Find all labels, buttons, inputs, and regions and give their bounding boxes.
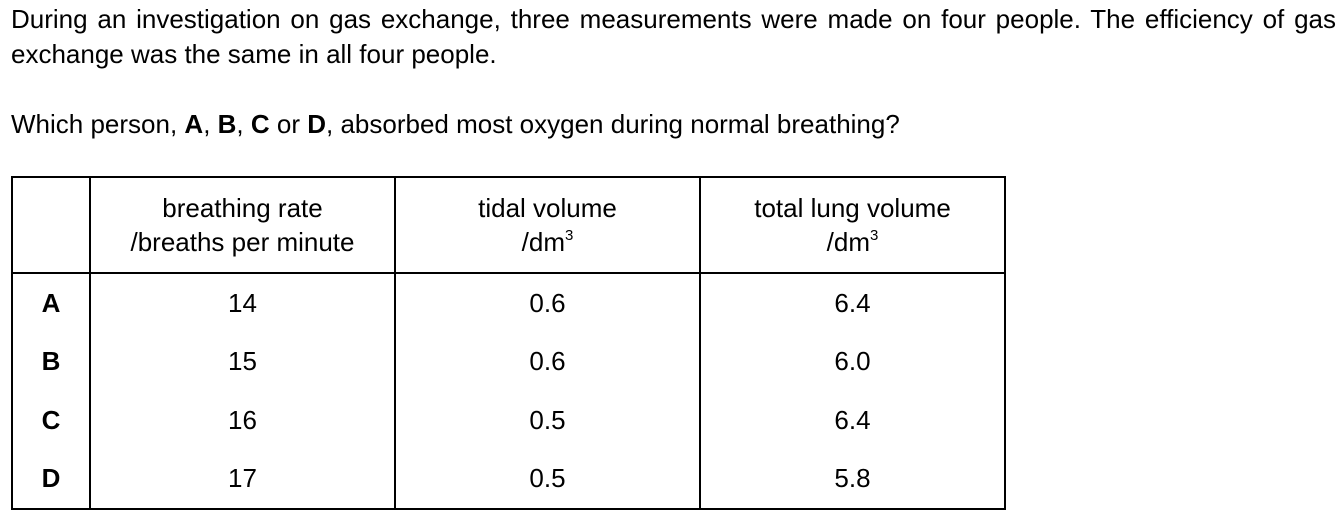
cell-tidal-volume: 0.6	[394, 273, 701, 333]
option-b-label: B	[217, 109, 237, 139]
header-line: tidal volume	[478, 193, 617, 223]
question-separator: ,	[236, 109, 251, 139]
header-line: breathing rate	[162, 193, 323, 223]
intro-text: During an investigation on gas exchange,…	[11, 4, 1336, 69]
row-label: A	[11, 273, 91, 333]
cell-total-lung-volume: 6.4	[699, 273, 1006, 333]
option-d-label: D	[307, 109, 327, 139]
question-suffix: , absorbed most oxygen during normal bre…	[326, 109, 900, 139]
header-unit-line: /dm3	[396, 225, 699, 259]
header-breathing-rate: breathing rate /breaths per minute	[89, 176, 396, 274]
question-separator: or	[269, 109, 308, 139]
header-unit: /dm	[826, 227, 870, 257]
header-total-lung-volume: total lung volume /dm3	[699, 176, 1006, 274]
table-row: A 14 0.6 6.4	[11, 273, 1006, 333]
row-label: C	[11, 391, 91, 450]
cell-tidal-volume: 0.5	[394, 449, 701, 510]
header-person	[11, 176, 91, 274]
cell-breathing-rate: 14	[89, 273, 396, 333]
option-a-label: A	[184, 109, 204, 139]
cell-total-lung-volume: 6.4	[699, 391, 1006, 450]
question-separator: ,	[203, 109, 218, 139]
header-unit: /dm	[521, 227, 565, 257]
header-line: total lung volume	[754, 193, 951, 223]
table-header-row: breathing rate /breaths per minute tidal…	[11, 176, 1006, 274]
table-row: C 16 0.5 6.4	[11, 391, 1006, 450]
cell-tidal-volume: 0.6	[394, 332, 701, 391]
row-label: B	[11, 332, 91, 391]
superscript: 3	[565, 227, 574, 244]
cell-breathing-rate: 16	[89, 391, 396, 450]
cell-tidal-volume: 0.5	[394, 391, 701, 450]
table-row: D 17 0.5 5.8	[11, 449, 1006, 510]
cell-total-lung-volume: 6.0	[699, 332, 1006, 391]
table-row: B 15 0.6 6.0	[11, 332, 1006, 391]
cell-breathing-rate: 17	[89, 449, 396, 510]
option-c-label: C	[250, 109, 270, 139]
measurements-table: breathing rate /breaths per minute tidal…	[11, 176, 1006, 510]
cell-total-lung-volume: 5.8	[699, 449, 1006, 510]
row-label: D	[11, 449, 91, 510]
cell-breathing-rate: 15	[89, 332, 396, 391]
header-tidal-volume: tidal volume /dm3	[394, 176, 701, 274]
header-unit: /breaths per minute	[130, 227, 355, 257]
question-prefix: Which person,	[11, 109, 185, 139]
question-text: Which person, A, B, C or D, absorbed mos…	[11, 107, 900, 142]
header-unit-line: /dm3	[701, 225, 1004, 259]
superscript: 3	[870, 227, 879, 244]
